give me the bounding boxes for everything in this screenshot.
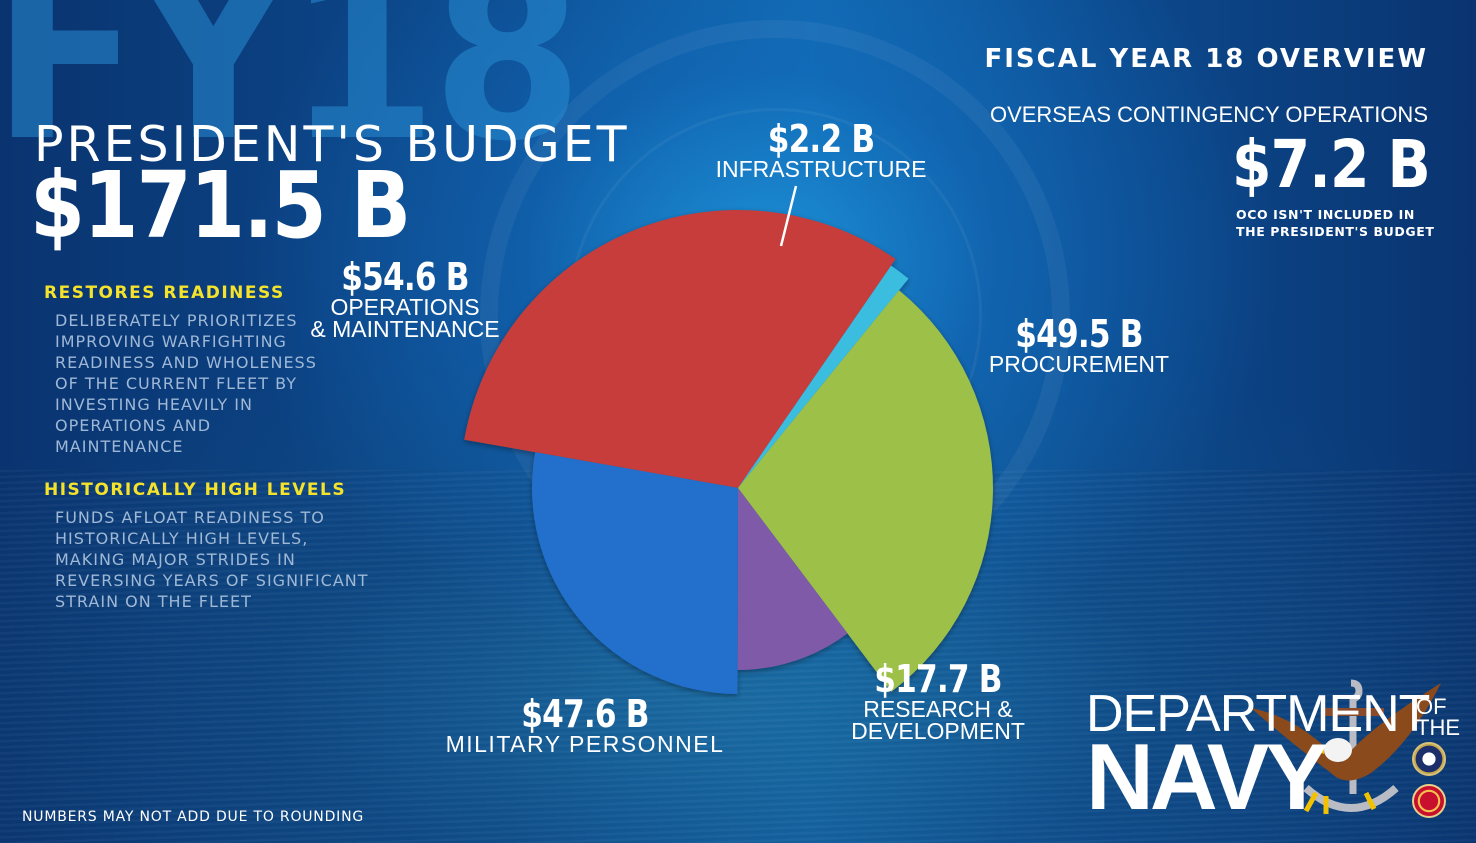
oco-note: OCO ISN'T INCLUDED IN THE PRESIDENT'S BU… — [1236, 206, 1435, 240]
logo-of-the-text: OF THE — [1416, 694, 1460, 740]
label-category: OPERATIONS — [330, 294, 480, 320]
oco-title: OVERSEAS CONTINGENCY OPERATIONS — [989, 102, 1428, 127]
slice-infrastructure — [738, 265, 909, 488]
label-amount: $47.6 B — [521, 692, 649, 736]
label-research-development: $17.7 B RESEARCH & DEVELOPMENT — [845, 657, 1031, 744]
label-procurement: $49.5 B PROCUREMENT — [985, 312, 1173, 377]
rounding-footnote: NUMBERS MAY NOT ADD DUE TO ROUNDING — [22, 809, 365, 825]
label-category: & MAINTENANCE — [310, 316, 500, 342]
oco-note-line: THE PRESIDENT'S BUDGET — [1236, 224, 1435, 239]
logo-department-text: DEPARTMENT — [1086, 685, 1430, 743]
body-line: IMPROVING WARFIGHTING — [55, 332, 287, 351]
label-amount: $54.6 B — [341, 255, 469, 299]
overview-title: FISCAL YEAR 18 OVERVIEW — [984, 44, 1428, 74]
label-category: DEVELOPMENT — [851, 718, 1025, 744]
navy-seal-icon — [1412, 742, 1446, 776]
section-heading-historic: HISTORICALLY HIGH LEVELS — [44, 480, 347, 500]
body-line: STRAIN ON THE FLEET — [55, 592, 252, 611]
oco-amount: $7.2 B — [1232, 126, 1431, 203]
slice-military-personnel — [531, 452, 738, 694]
logo-of: OF — [1416, 694, 1447, 719]
slice-research-development — [737, 488, 848, 671]
body-line: OF THE CURRENT FLEET BY — [55, 374, 298, 393]
body-line: MAKING MAJOR STRIDES IN — [55, 550, 296, 569]
label-category: MILITARY PERSONNEL — [445, 731, 725, 757]
label-amount: $49.5 B — [1015, 312, 1143, 356]
slice-procurement — [738, 290, 993, 692]
usmc-seal-icon — [1412, 784, 1446, 818]
body-line: DELIBERATELY PRIORITIZES — [55, 311, 298, 330]
label-operations-maintenance: $54.6 B OPERATIONS & MAINTENANCE — [300, 255, 510, 342]
body-line: READINESS AND WHOLENESS — [55, 353, 317, 372]
body-line: REVERSING YEARS OF SIGNIFICANT — [55, 571, 369, 590]
label-amount: $17.7 B — [874, 657, 1002, 701]
eagle-anchor-icon — [1251, 679, 1441, 814]
section-body-readiness: DELIBERATELY PRIORITIZES IMPROVING WARFI… — [55, 310, 317, 457]
body-line: MAINTENANCE — [55, 437, 184, 456]
label-infrastructure: $2.2 B INFRASTRUCTURE — [715, 117, 927, 182]
slice-operations-maintenance — [464, 209, 896, 488]
body-line: HISTORICALLY HIGH LEVELS, — [55, 529, 309, 548]
department-of-navy-logo: DEPARTMENT NAVY OF THE — [1086, 679, 1466, 836]
fy18-watermark: FY18 — [0, 0, 583, 193]
label-military-personnel: $47.6 B MILITARY PERSONNEL — [440, 692, 730, 757]
label-category: RESEARCH & — [863, 696, 1013, 722]
label-amount: $2.2 B — [767, 117, 875, 161]
section-heading-readiness: RESTORES READINESS — [44, 283, 285, 303]
label-category: INFRASTRUCTURE — [715, 156, 927, 182]
oco-note-line: OCO ISN'T INCLUDED IN — [1236, 207, 1415, 222]
body-line: FUNDS AFLOAT READINESS TO — [55, 508, 325, 527]
label-category: PROCUREMENT — [988, 351, 1170, 377]
logo-the: THE — [1416, 715, 1460, 740]
body-line: INVESTING HEAVILY IN — [55, 395, 253, 414]
budget-title: PRESIDENT'S BUDGET — [34, 116, 630, 173]
body-line: OPERATIONS AND — [55, 416, 212, 435]
logo-navy-text: NAVY — [1086, 724, 1328, 829]
budget-total: $171.5 B — [30, 152, 411, 259]
section-body-historic: FUNDS AFLOAT READINESS TO HISTORICALLY H… — [55, 507, 369, 612]
infrastructure-leader-line — [779, 185, 798, 247]
